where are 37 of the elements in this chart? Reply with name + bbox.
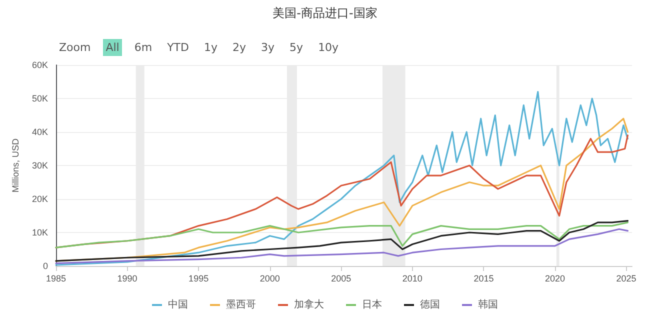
x-tick-label: 2020 bbox=[544, 274, 566, 284]
y-tick-label: 40K bbox=[32, 127, 48, 137]
y-tick-label: 60K bbox=[32, 60, 48, 70]
line-series bbox=[55, 91, 629, 266]
x-tick-label: 2005 bbox=[331, 274, 352, 284]
text: 1y bbox=[203, 40, 219, 56]
text: 10y bbox=[317, 40, 340, 56]
line-series bbox=[55, 228, 629, 264]
x-tick-label: 2025 bbox=[616, 274, 636, 284]
text: 5y bbox=[288, 40, 304, 56]
line-series bbox=[55, 220, 629, 262]
legend-label: 中国 bbox=[168, 298, 188, 310]
x-tick-label: 2000 bbox=[260, 274, 280, 284]
legend-label: 韩国 bbox=[478, 298, 498, 310]
y-tick-label: 30K bbox=[32, 160, 48, 170]
x-tick-label: 1985 bbox=[46, 274, 66, 284]
text: 2y bbox=[232, 40, 248, 56]
y-tick-label: 20K bbox=[32, 194, 48, 204]
legend-label: 墨西哥 bbox=[226, 300, 256, 310]
text: 6m bbox=[133, 40, 154, 56]
x-tick-label: 2015 bbox=[474, 274, 494, 284]
text: YTD bbox=[166, 40, 190, 56]
text: 3y bbox=[260, 40, 276, 56]
x-tick-label: 1990 bbox=[117, 274, 138, 284]
x-tick-label: 1995 bbox=[188, 274, 209, 284]
selected-button: All bbox=[102, 39, 122, 56]
legend-label: 德国 bbox=[420, 300, 440, 310]
y-tick-label: 10K bbox=[32, 228, 48, 238]
text: Zoom bbox=[58, 40, 92, 56]
chart-title: 美国-商品进口-国家 bbox=[272, 6, 378, 20]
x-tick-label: 2010 bbox=[402, 274, 422, 284]
line-series bbox=[55, 222, 629, 248]
legend-label: 日本 bbox=[362, 298, 382, 310]
y-tick-label: 0 bbox=[42, 261, 48, 271]
y-tick-label: 50K bbox=[32, 94, 48, 104]
legend-label: 加拿大 bbox=[294, 298, 324, 310]
y-axis-title: Millions, USD bbox=[10, 138, 20, 193]
